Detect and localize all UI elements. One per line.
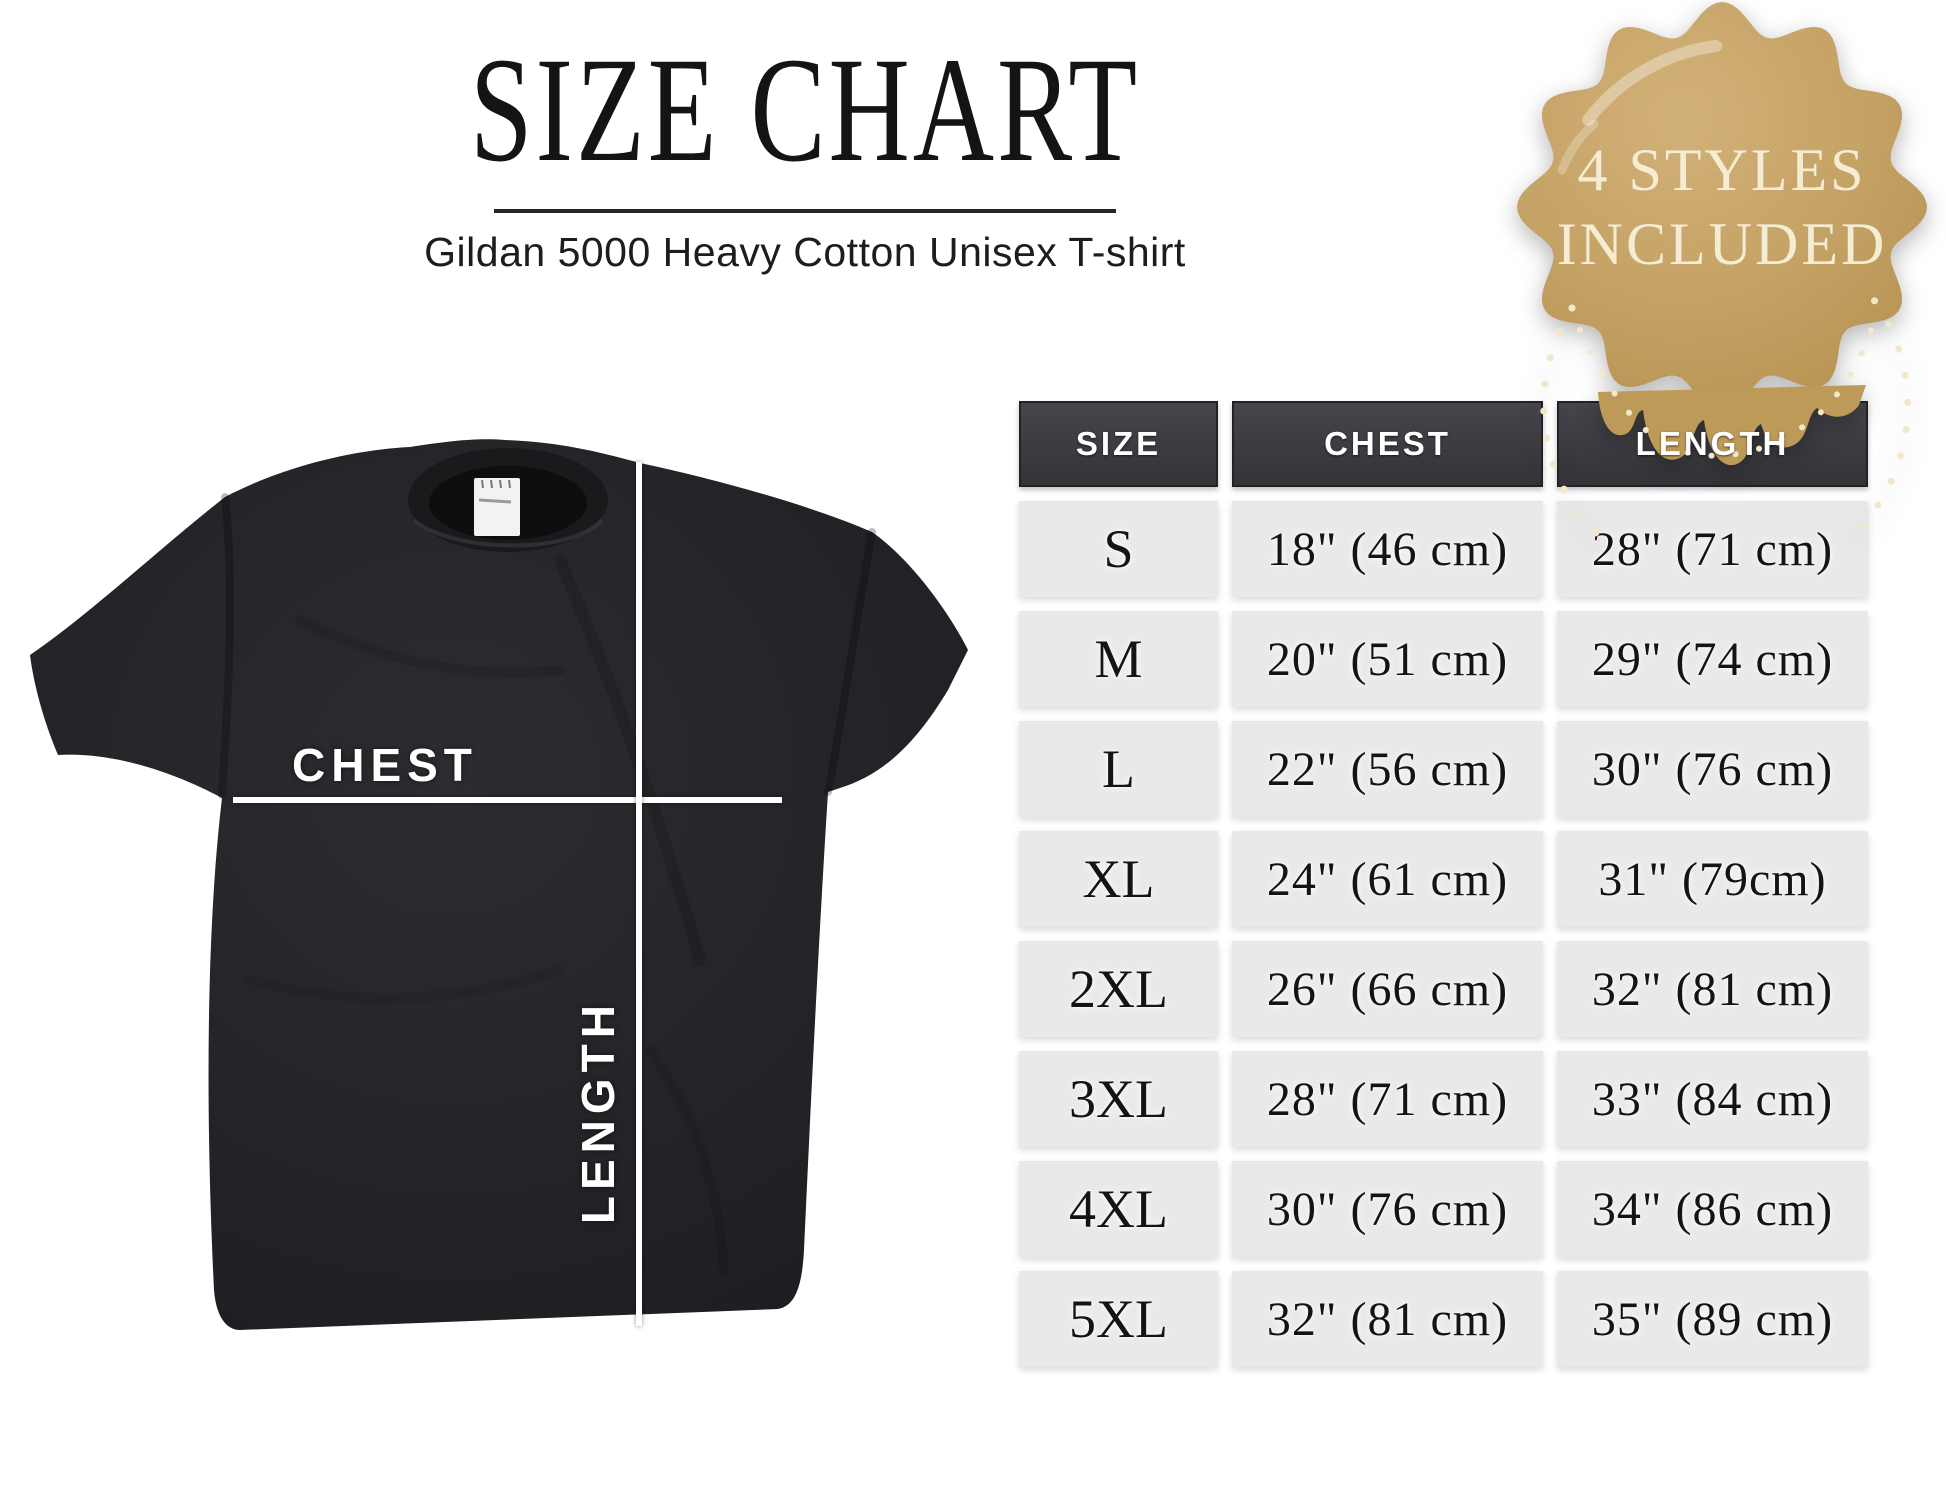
tshirt-body [30,439,968,1331]
length-cell: 31" (79cm) [1557,831,1868,927]
length-label-text: LENGTH [572,999,624,1225]
size-cell: 4XL [1019,1161,1218,1257]
size-cell: XL [1019,831,1218,927]
length-cell: 28" (71 cm) [1557,501,1868,597]
size-cell: M [1019,611,1218,707]
chest-cell: 18" (46 cm) [1232,501,1543,597]
chest-column-header: CHEST [1232,401,1543,487]
badge-gloss-small [1557,119,1599,175]
size-cell: 5XL [1019,1271,1218,1367]
size-cell: S [1019,501,1218,597]
size-cell: 3XL [1019,1051,1218,1147]
styles-badge: 4 STYLES INCLUDED [1517,2,1927,540]
size-table: SIZE CHEST LENGTH S 18" (46 cm) 28" (71 cm… [1019,401,1868,1367]
length-cell: 33" (84 cm) [1557,1051,1868,1147]
length-cell: 32" (81 cm) [1557,941,1868,1037]
size-cell: L [1019,721,1218,817]
chest-cell: 22" (56 cm) [1232,721,1543,817]
header: SIZE CHART Gildan 5000 Heavy Cotton Unis… [0,22,1610,276]
tshirt-image [30,439,968,1331]
chest-label: CHEST [292,739,478,791]
size-column-header: SIZE [1019,401,1218,487]
badge-line1: 4 STYLES [1577,137,1866,203]
chest-cell: 20" (51 cm) [1232,611,1543,707]
length-cell: 29" (74 cm) [1557,611,1868,707]
title-divider [494,209,1116,213]
badge-line2: INCLUDED [1557,211,1888,277]
chest-cell: 24" (61 cm) [1232,831,1543,927]
length-cell: 34" (86 cm) [1557,1161,1868,1257]
neck-tag [474,478,520,536]
length-label: LENGTH [572,962,624,1262]
chest-cell: 30" (76 cm) [1232,1161,1543,1257]
size-cell: 2XL [1019,941,1218,1037]
length-cell: 30" (76 cm) [1557,721,1868,817]
badge-gloss [1582,40,1722,126]
chest-cell: 28" (71 cm) [1232,1051,1543,1147]
badge-seal-shape [1517,2,1927,412]
chest-measure-line [233,797,782,803]
subtitle: Gildan 5000 Heavy Cotton Unisex T-shirt [424,229,1186,275]
chest-cell: 26" (66 cm) [1232,941,1543,1037]
chest-cell: 32" (81 cm) [1232,1271,1543,1367]
collar-highlight [412,518,604,548]
length-cell: 35" (89 cm) [1557,1271,1868,1367]
page-title: SIZE CHART [469,27,1141,193]
length-measure-line [636,462,642,1326]
